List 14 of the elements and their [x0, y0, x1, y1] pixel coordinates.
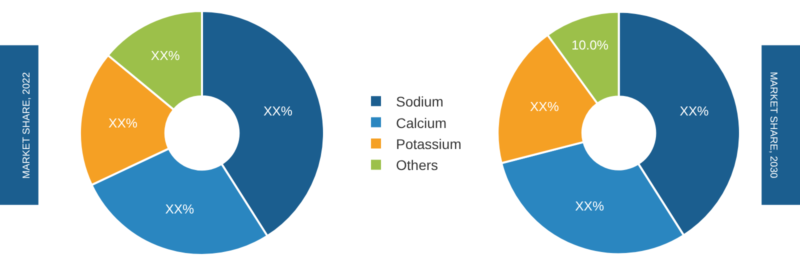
- data-label: XX%: [263, 103, 293, 118]
- legend-label: Sodium: [396, 94, 444, 110]
- data-label: XX%: [575, 198, 604, 214]
- legend-label: Potassium: [396, 136, 462, 152]
- legend-label: Calcium: [396, 114, 447, 131]
- data-label: XX%: [150, 48, 180, 64]
- data-label: XX%: [680, 104, 710, 119]
- data-label: XX%: [108, 116, 138, 131]
- data-label: XX%: [530, 98, 560, 114]
- data-label: 10.0%: [572, 37, 609, 52]
- text: MARKET SHARE, 2022: [22, 72, 33, 179]
- legend-label: Others: [396, 157, 438, 174]
- data-label: XX%: [165, 202, 195, 217]
- text: MARKET SHARE, 2030: [767, 72, 778, 179]
